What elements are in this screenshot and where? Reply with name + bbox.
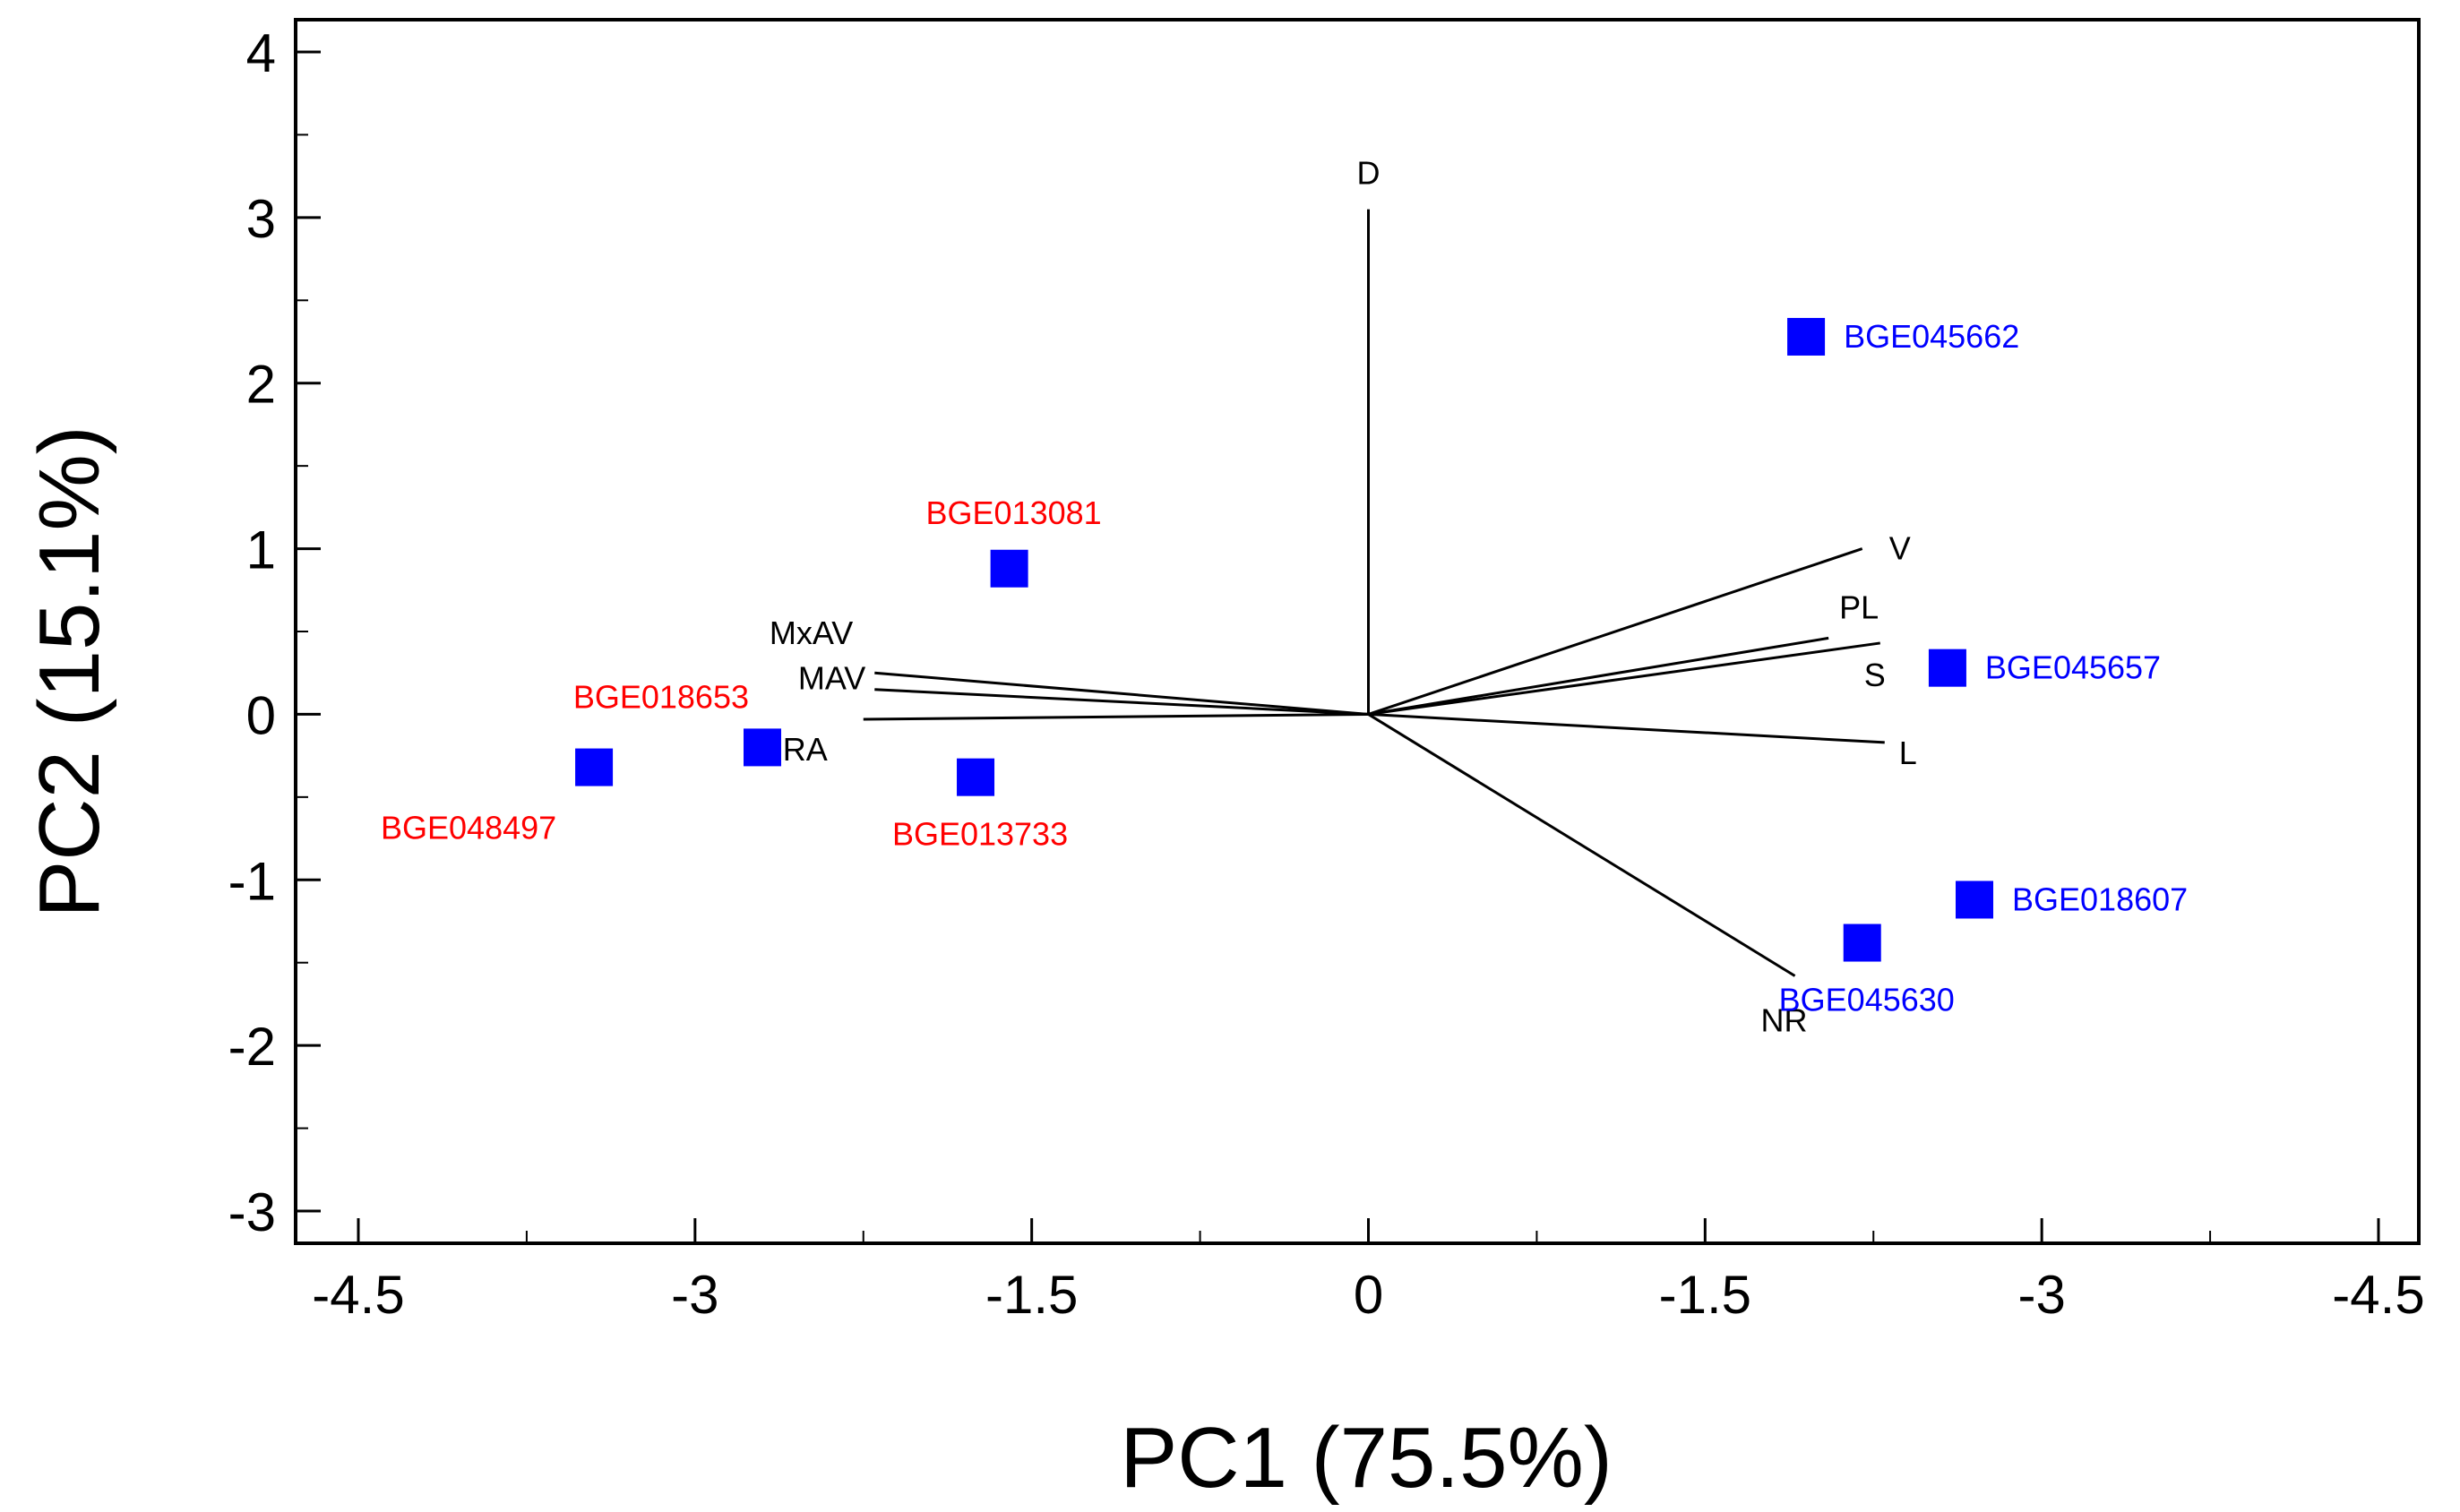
y-tick-label: 0 [246, 685, 276, 745]
x-tick-label: -3 [671, 1265, 718, 1325]
point-label: BGE048497 [381, 810, 556, 846]
loading-vector [1367, 713, 1796, 977]
data-point [1928, 649, 1966, 687]
point-label: BGE018607 [2012, 881, 2188, 917]
data-point [1787, 317, 1826, 356]
x-tick-label: -4.5 [2332, 1265, 2424, 1325]
vector-label: D [1357, 155, 1381, 192]
vector-label: L [1899, 735, 1917, 771]
point-label: BGE045662 [1844, 318, 2019, 355]
data-point [1956, 881, 1993, 919]
data-point [990, 549, 1028, 588]
x-tick-label: 0 [1354, 1265, 1383, 1325]
data-point [744, 728, 781, 767]
vector-label: S [1864, 657, 1886, 693]
loading-vector [1368, 712, 1885, 744]
vector-label: V [1889, 530, 1911, 567]
y-tick-label: 2 [246, 355, 276, 415]
y-tick-label: 4 [246, 23, 276, 83]
x-tick-label: -3 [2017, 1265, 2065, 1325]
loading-vector [1368, 636, 1829, 716]
loading-vector [1368, 547, 1863, 716]
y-axis-title: PC2 (15.1%) [22, 425, 117, 918]
vector-label: NR [1761, 1002, 1808, 1039]
x-tick-label: -4.5 [312, 1265, 404, 1325]
y-tick-label: -1 [228, 851, 276, 911]
x-axis-title: PC1 (75.5%) [1120, 1410, 1613, 1506]
data-point [1843, 924, 1881, 962]
loading-vector [874, 688, 1369, 716]
vector-label: MAV [798, 660, 865, 697]
loading-vector [863, 712, 1369, 721]
y-tick-label: -2 [228, 1017, 276, 1077]
x-tick-label: -1.5 [985, 1265, 1078, 1325]
y-tick-label: 3 [246, 189, 276, 249]
point-label: BGE018653 [573, 678, 749, 715]
y-tick-label: 1 [246, 520, 276, 580]
point-label: BGE045657 [1985, 649, 2161, 686]
x-tick-label: -1.5 [1659, 1265, 1751, 1325]
point-label: BGE013733 [892, 816, 1068, 853]
y-tick-label: -3 [228, 1182, 276, 1242]
loading-vector [1368, 641, 1880, 716]
vector-label: MxAV [770, 614, 853, 651]
plot-frame [294, 18, 2421, 1245]
point-label: BGE013081 [926, 494, 1102, 531]
vector-label: PL [1839, 588, 1879, 625]
point-label: BGE045630 [1779, 982, 1955, 1018]
data-point [957, 758, 995, 796]
loading-vector [874, 671, 1369, 716]
data-point [575, 748, 614, 786]
